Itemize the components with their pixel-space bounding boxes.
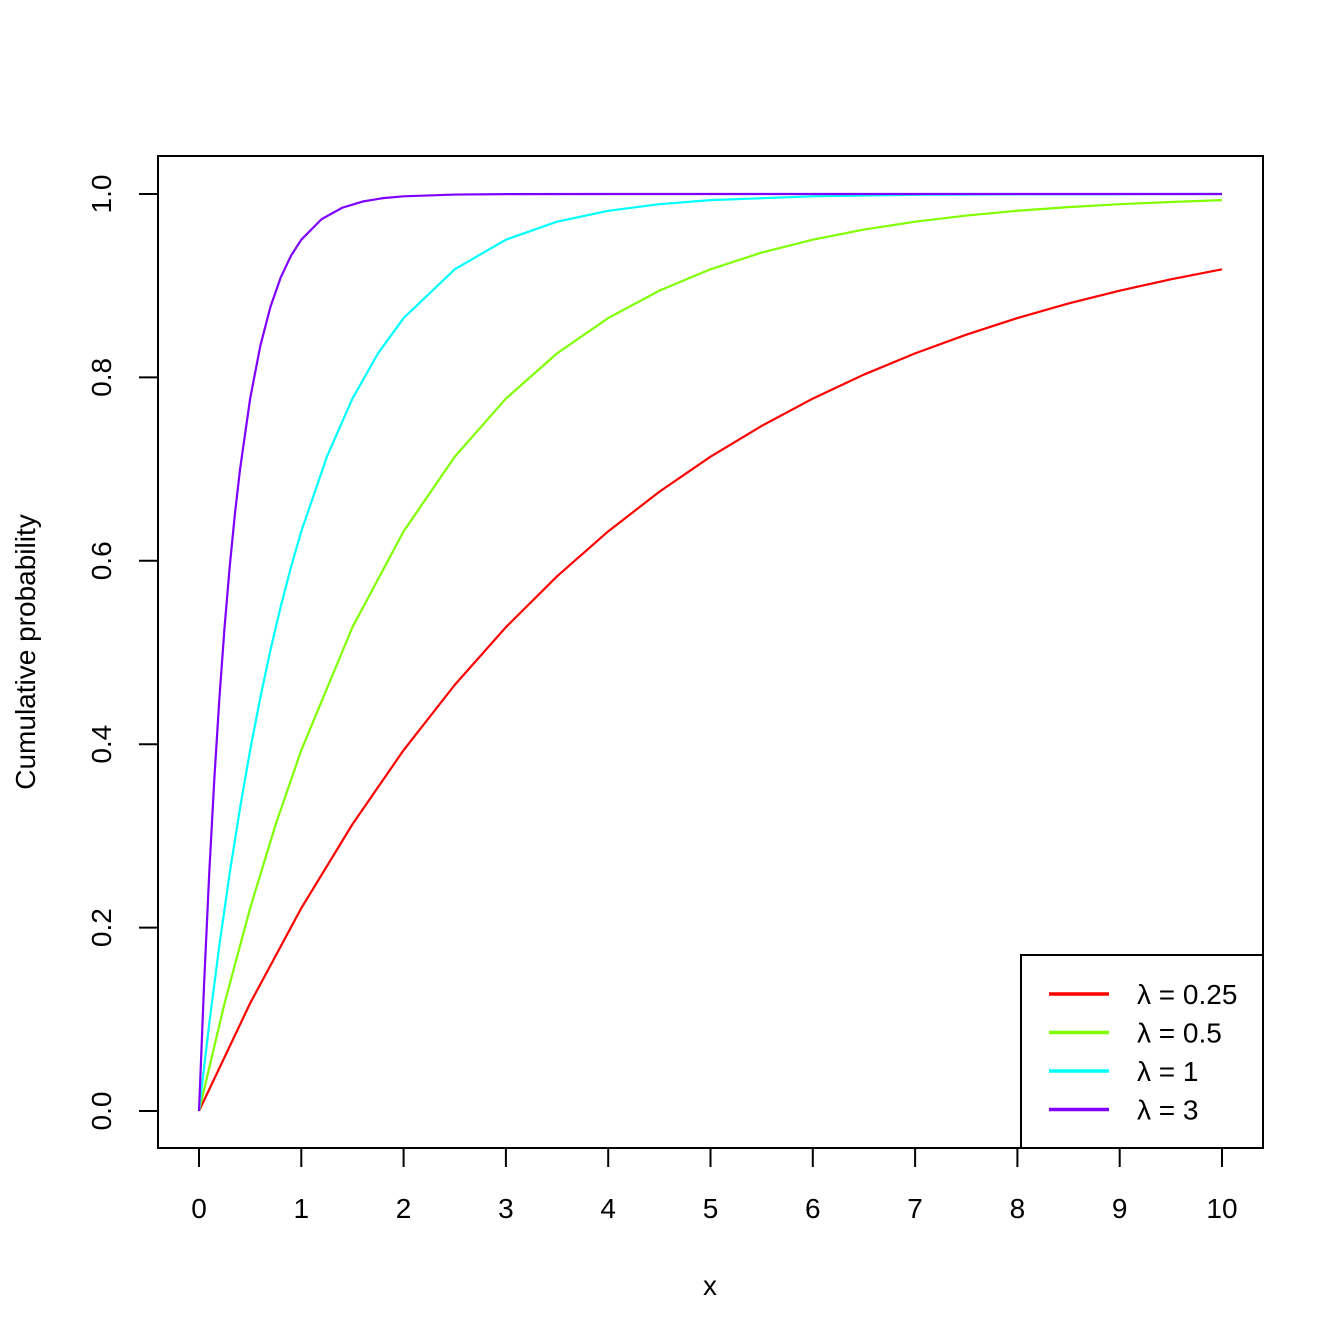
x-tick-label: 2	[396, 1193, 412, 1224]
y-tick-label: 0.8	[86, 358, 117, 397]
series-layer	[197, 192, 1223, 1112]
x-tick-label: 5	[703, 1193, 719, 1224]
x-tick-label: 6	[805, 1193, 821, 1224]
series-line-2	[197, 192, 1223, 1112]
series-line-1	[197, 199, 1223, 1112]
y-tick-label: 0.2	[86, 908, 117, 947]
legend-entry: λ = 3	[1137, 1095, 1198, 1126]
y-tick-label: 0.6	[86, 541, 117, 580]
y-tick-label: 0.4	[86, 725, 117, 764]
x-tick-label: 3	[498, 1193, 514, 1224]
x-tick-label: 9	[1112, 1193, 1128, 1224]
y-axis-label: Cumulative probability	[10, 514, 41, 789]
legend-entry: λ = 1	[1137, 1056, 1198, 1087]
legend-entry: λ = 0.25	[1137, 979, 1237, 1010]
legend-box	[1020, 954, 1264, 1149]
legend: λ = 0.25 λ = 0.5 λ = 1 λ = 3	[1020, 954, 1264, 1149]
series-line-3	[197, 192, 1222, 1112]
y-tick-label: 0.0	[86, 1092, 117, 1131]
x-tick-label: 8	[1010, 1193, 1026, 1224]
x-tick-label: 0	[191, 1193, 207, 1224]
series-line-0	[198, 268, 1223, 1112]
x-tick-label: 4	[600, 1193, 616, 1224]
y-axis: 0.0 0.2 0.4 0.6 0.8 1.0	[86, 175, 159, 1131]
x-axis: 0 1 2 3 4 5 6 7 8 9 10	[191, 1147, 1238, 1224]
legend-entry: λ = 0.5	[1137, 1018, 1222, 1049]
y-tick-label: 1.0	[86, 175, 117, 214]
x-tick-label: 10	[1206, 1193, 1237, 1224]
x-tick-label: 1	[294, 1193, 310, 1224]
x-tick-label: 7	[907, 1193, 923, 1224]
x-axis-label: x	[703, 1270, 717, 1301]
